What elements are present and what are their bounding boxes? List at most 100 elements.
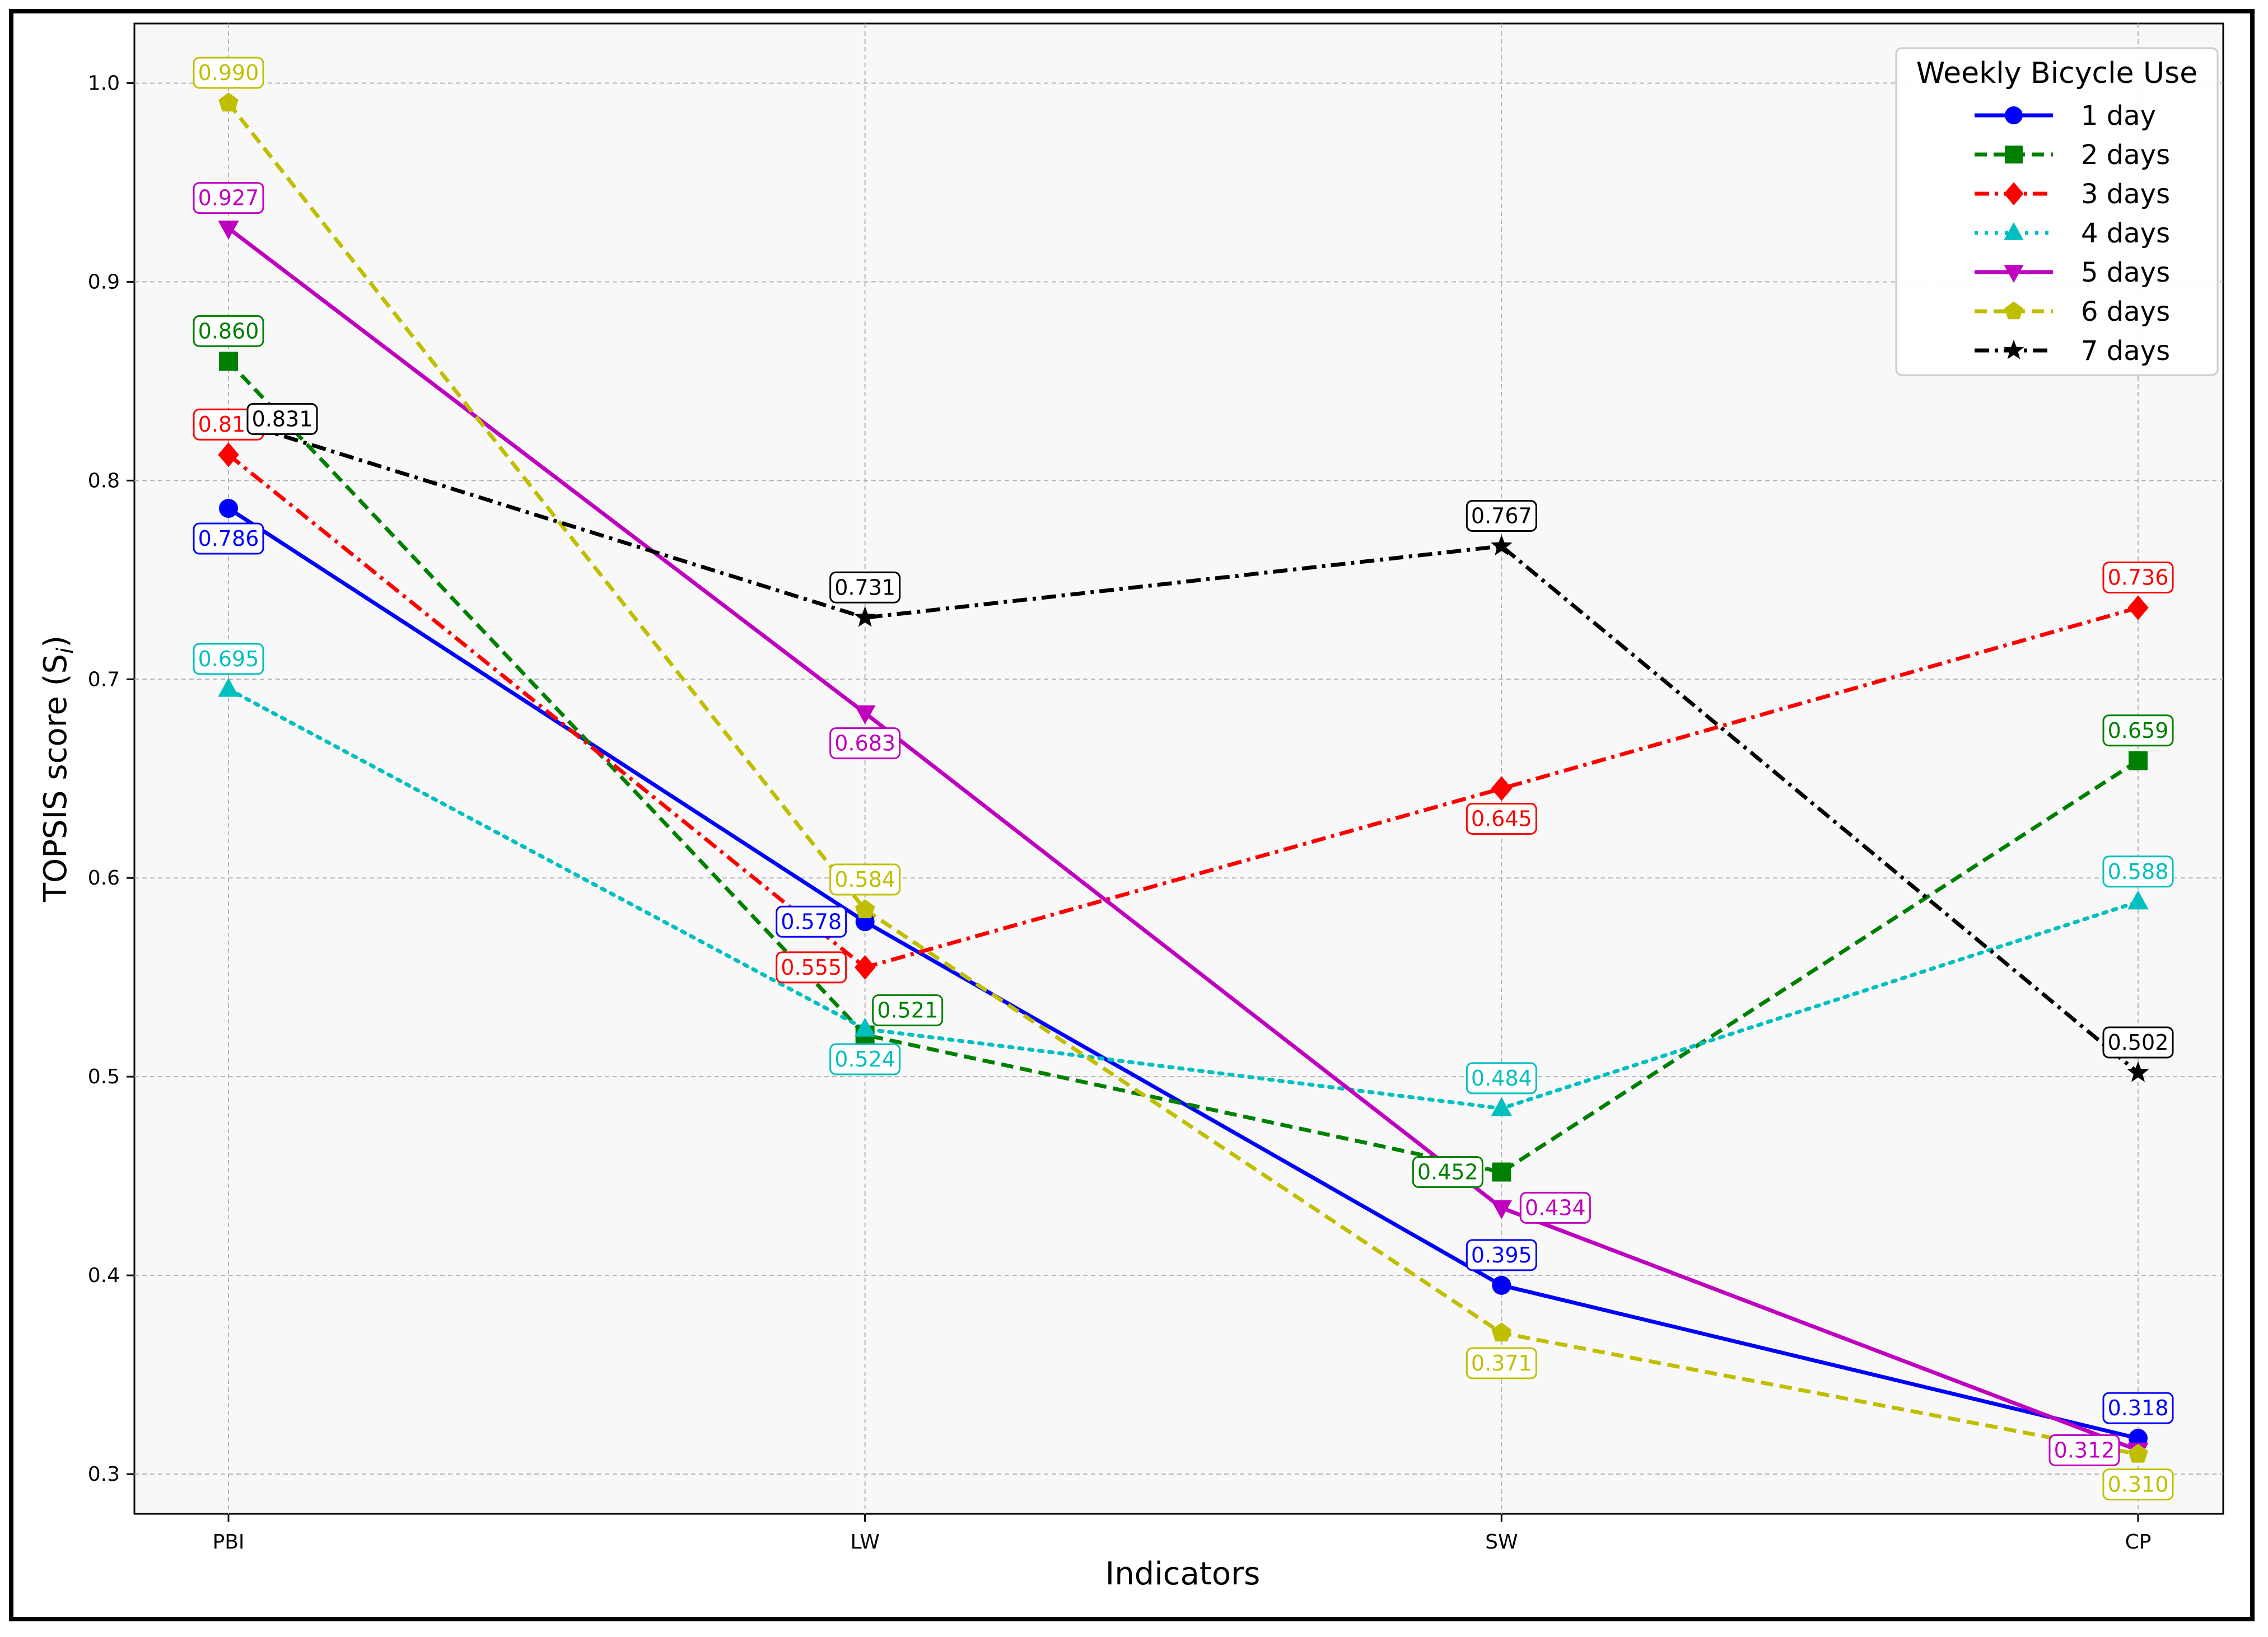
legend: Weekly Bicycle Use 1 day 2 days 3 days 4 da… xyxy=(1895,47,2219,376)
data-point-4-days xyxy=(2127,890,2149,910)
data-label-text: 0.860 xyxy=(198,319,259,343)
data-point-1-day xyxy=(1492,1275,1511,1295)
data-label-text: 0.927 xyxy=(198,186,259,211)
data-point-2-days xyxy=(2129,751,2148,770)
data-label-box xyxy=(829,1043,901,1075)
data-label-text: 0.584 xyxy=(834,867,895,892)
legend-entry-1-day: 1 day xyxy=(1975,100,2156,132)
data-point-3-days xyxy=(1491,776,1512,801)
data-label-box xyxy=(1519,1191,1591,1224)
y-axis-label-suffix: ) xyxy=(38,635,74,648)
data-label-box xyxy=(1466,802,1537,835)
series-lines xyxy=(226,101,2140,1456)
data-point-5-days xyxy=(218,221,239,240)
data-point-6-days xyxy=(1491,1322,1512,1342)
data-label-box xyxy=(1466,1062,1537,1095)
data-label-box xyxy=(193,522,264,555)
y-axis-label-main: TOPSIS score (S xyxy=(38,654,74,902)
legend-label: 2 days xyxy=(2081,139,2170,171)
series-line-1-day xyxy=(227,507,2139,1440)
data-label-3-days: 0.736 xyxy=(2102,562,2174,594)
y-tick-label: 0.3 xyxy=(88,1463,120,1486)
x-tick-label: PBI xyxy=(212,1531,244,1554)
data-label-text: 0.831 xyxy=(252,406,313,431)
data-label-1-day: 0.318 xyxy=(2102,1392,2174,1424)
legend-entry-6-days: 6 days xyxy=(1975,296,2170,328)
data-label-text: 0.521 xyxy=(877,998,938,1023)
data-point-2-days xyxy=(1492,1162,1511,1182)
data-label-text: 0.371 xyxy=(1471,1351,1532,1376)
data-label-4-days: 0.588 xyxy=(2102,855,2174,888)
data-label-4-days: 0.695 xyxy=(193,643,264,675)
legend-marker xyxy=(2004,222,2024,240)
series-line-2-days xyxy=(227,359,2139,1175)
data-point-2-days xyxy=(219,352,238,371)
data-label-4-days: 0.524 xyxy=(829,1043,901,1075)
data-label-box xyxy=(2102,714,2174,747)
data-label-2-days: 0.521 xyxy=(872,994,944,1027)
data-label-1-day: 0.786 xyxy=(193,522,264,555)
legend-label: 7 days xyxy=(2081,335,2170,367)
data-label-3-days: 0.555 xyxy=(776,951,847,984)
data-label-3-days: 0.645 xyxy=(1466,802,1537,835)
data-label-6-days: 0.310 xyxy=(2102,1468,2174,1501)
data-label-text: 0.318 xyxy=(2108,1396,2169,1420)
data-label-box xyxy=(829,863,901,896)
data-label-text: 0.695 xyxy=(198,647,259,671)
data-point-3-days xyxy=(855,955,876,980)
data-label-6-days: 0.371 xyxy=(1466,1347,1537,1379)
x-axis-label: Indicators xyxy=(1105,1556,1261,1592)
data-label-box xyxy=(2102,855,2174,888)
data-label-2-days: 0.452 xyxy=(1412,1156,1483,1189)
x-axis-ticks: PBI LW SW CP xyxy=(212,1514,2151,1554)
data-point-5-days xyxy=(1491,1200,1512,1219)
legend-entry-4-days: 4 days xyxy=(1975,218,2170,249)
data-label-5-days: 0.927 xyxy=(193,182,264,214)
y-tick-label: 0.7 xyxy=(88,668,120,691)
data-label-5-days: 0.683 xyxy=(829,727,901,760)
legend-box xyxy=(1895,47,2219,376)
data-label-text: 0.395 xyxy=(1471,1243,1532,1267)
data-label-box xyxy=(193,57,264,89)
y-axis-ticks: 0.3 0.4 0.5 0.6 0.7 0.8 0.9 1.0 xyxy=(88,72,134,1486)
data-label-text: 0.736 xyxy=(2108,565,2169,590)
data-label-7-days: 0.767 xyxy=(1466,499,1537,532)
data-label-text: 0.578 xyxy=(781,909,842,934)
data-label-box xyxy=(2102,1026,2174,1059)
legend-marker xyxy=(2003,339,2024,359)
data-label-box xyxy=(193,182,264,214)
data-label-text: 0.645 xyxy=(1471,806,1532,831)
plot-area xyxy=(133,22,2224,1515)
legend-marker xyxy=(2005,146,2023,163)
y-tick-label: 1.0 xyxy=(88,72,120,95)
data-label-box xyxy=(2102,1392,2174,1424)
data-label-7-days: 0.502 xyxy=(2102,1026,2174,1059)
data-label-text: 0.767 xyxy=(1471,503,1532,528)
data-label-6-days: 0.990 xyxy=(193,57,264,89)
legend-entry-7-days: 7 days xyxy=(1975,335,2170,367)
data-label-box xyxy=(2048,1434,2120,1466)
legend-label: 1 day xyxy=(2081,100,2156,132)
data-label-box xyxy=(246,403,318,435)
data-label-box xyxy=(1466,1239,1537,1271)
data-label-box xyxy=(1466,1347,1537,1379)
legend-marker xyxy=(2004,265,2024,283)
grid-lines xyxy=(134,24,2223,1514)
data-point-1-day xyxy=(219,499,238,518)
legend-entry-5-days: 5 days xyxy=(1975,257,2170,288)
data-label-4-days: 0.484 xyxy=(1466,1062,1537,1095)
data-point-7-days xyxy=(1490,535,1513,555)
data-label-7-days: 0.831 xyxy=(246,403,318,435)
data-label-box xyxy=(2102,1468,2174,1501)
data-label-box xyxy=(829,571,901,604)
data-point-3-days xyxy=(2127,595,2149,620)
legend-entries: 1 day 2 days 3 days 4 days 5 days 6 days 7 day… xyxy=(1975,100,2170,367)
data-label-5-days: 0.312 xyxy=(2048,1434,2120,1466)
data-labels: 0.786 0.578 0.395 0.318 0.860 0.521 0.452 0.659… xyxy=(193,57,2174,1501)
data-label-box xyxy=(1412,1156,1483,1189)
legend-title: Weekly Bicycle Use xyxy=(1916,57,2197,90)
data-label-box xyxy=(776,905,847,938)
data-label-2-days: 0.659 xyxy=(2102,714,2174,747)
data-point-4-days xyxy=(855,1017,876,1037)
